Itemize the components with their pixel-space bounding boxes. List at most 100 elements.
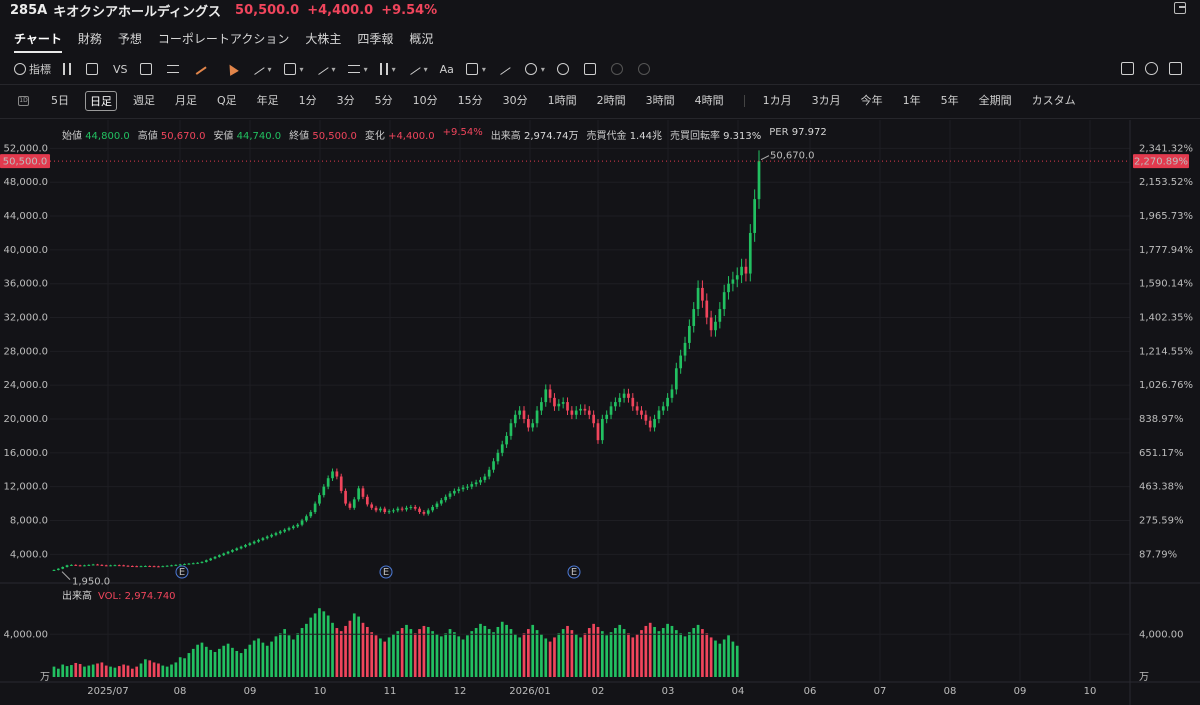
volume-bar xyxy=(722,639,726,677)
y-tick-label: 40,000.0 xyxy=(3,245,48,256)
period-monthly[interactable]: 月足 xyxy=(175,94,197,107)
volume-bar xyxy=(339,631,343,677)
tab-major-shareholders[interactable]: 大株主 xyxy=(305,32,342,46)
period-30min[interactable]: 30分 xyxy=(502,94,528,107)
volume-bar xyxy=(435,634,439,677)
trendline-button[interactable]: ▾ xyxy=(250,59,272,79)
exit-fullscreen-icon[interactable] xyxy=(1174,2,1186,14)
candle xyxy=(583,408,587,411)
comment-tool-button[interactable]: ▾ xyxy=(465,59,486,79)
magnet-button[interactable]: ▾ xyxy=(524,59,545,79)
period-5min[interactable]: 5分 xyxy=(374,94,393,107)
volume-bar xyxy=(209,649,213,677)
candle xyxy=(531,423,535,428)
period-1h[interactable]: 1時間 xyxy=(547,94,577,107)
period-10min[interactable]: 10分 xyxy=(412,94,438,107)
range-5y[interactable]: 5年 xyxy=(940,94,959,107)
volume-bar xyxy=(426,626,430,677)
period-1min[interactable]: 1分 xyxy=(298,94,317,107)
range-ytd[interactable]: 今年 xyxy=(860,94,883,107)
candle xyxy=(431,506,434,511)
volume-bar xyxy=(500,621,504,677)
tab-forecast[interactable]: 予想 xyxy=(117,32,142,46)
volume-legend: 出来高 VOL: 2,974.740 xyxy=(62,587,176,602)
magnet-icon xyxy=(524,63,537,75)
volume-bar xyxy=(218,648,221,677)
rect-tool-button[interactable]: ▾ xyxy=(283,59,304,79)
template-button[interactable] xyxy=(139,59,155,79)
legend-low-label: 安値 xyxy=(213,131,234,142)
period-2h[interactable]: 2時間 xyxy=(596,94,626,107)
arrow-tool-button[interactable]: ▾ xyxy=(406,59,428,79)
candle xyxy=(474,482,478,485)
undo-button[interactable] xyxy=(610,59,626,79)
period-daily[interactable]: 日足 xyxy=(85,91,117,111)
x-tick-label: 2026/01 xyxy=(509,686,551,697)
settings-button[interactable] xyxy=(1145,62,1158,75)
y-tick-label-pct: 2,341.32% xyxy=(1139,143,1193,154)
candle xyxy=(387,511,391,513)
candle xyxy=(183,564,186,566)
delete-button[interactable] xyxy=(583,59,599,79)
range-3m[interactable]: 3カ月 xyxy=(811,94,841,107)
candle xyxy=(318,495,321,504)
fullscreen-button[interactable] xyxy=(1169,62,1182,75)
tab-financials[interactable]: 財務 xyxy=(77,32,102,46)
snapshot-button[interactable] xyxy=(1121,62,1134,75)
period-3min[interactable]: 3分 xyxy=(336,94,355,107)
indicator-button[interactable]: 指標 xyxy=(14,59,51,79)
candle xyxy=(361,488,365,497)
redo-button[interactable] xyxy=(637,59,653,79)
volume-bar xyxy=(513,634,517,677)
candle xyxy=(91,564,95,566)
candle xyxy=(709,317,713,331)
fib-tool-button[interactable]: ▾ xyxy=(347,59,368,79)
legend-high-label: 高値 xyxy=(137,131,158,142)
current-pct-label: 2,270.89% xyxy=(1134,157,1188,168)
candle xyxy=(292,526,295,529)
volume-bar xyxy=(661,628,665,677)
y-tick-label: 52,000.0 xyxy=(3,143,48,154)
y-tick-label-pct: 87.79% xyxy=(1139,549,1177,560)
volume-bar xyxy=(74,662,78,677)
visibility-button[interactable] xyxy=(556,59,572,79)
layout-button[interactable] xyxy=(86,59,101,79)
text-tool-button[interactable]: Aa xyxy=(440,59,454,79)
calendar-icon[interactable]: 1D xyxy=(18,96,29,106)
range-1y[interactable]: 1年 xyxy=(902,94,921,107)
tab-corporate-action[interactable]: コーポレートアクション xyxy=(157,32,290,46)
tab-chart[interactable]: チャート xyxy=(14,32,62,46)
candle xyxy=(592,414,595,424)
range-all[interactable]: 全期間 xyxy=(978,94,1012,107)
range-1m[interactable]: 1カ月 xyxy=(762,94,792,107)
x-tick-label: 09 xyxy=(244,686,257,697)
range-custom[interactable]: カスタム xyxy=(1031,94,1076,107)
candle xyxy=(187,563,191,565)
period-4h[interactable]: 4時間 xyxy=(694,94,724,107)
pattern-tool-button[interactable]: ▾ xyxy=(314,59,336,79)
period-weekly[interactable]: 週足 xyxy=(133,94,155,107)
period-5d[interactable]: 5日 xyxy=(51,94,69,107)
period-quarterly[interactable]: Q足 xyxy=(217,94,237,107)
volume-bar xyxy=(352,613,356,677)
chart-type-button[interactable] xyxy=(63,59,74,79)
compare-button[interactable]: VS xyxy=(113,59,128,79)
volume-bar xyxy=(126,665,130,677)
toolbar-divider xyxy=(0,84,1200,85)
list-button[interactable] xyxy=(166,59,182,79)
measure-tool-button[interactable]: ▾ xyxy=(379,59,396,79)
tab-shikiho[interactable]: 四季報 xyxy=(357,32,394,46)
period-yearly[interactable]: 年足 xyxy=(256,94,279,107)
volume-bar xyxy=(174,662,178,677)
candle xyxy=(283,529,286,532)
volume-bar xyxy=(605,635,609,677)
volume-bar xyxy=(548,641,552,677)
tab-overview[interactable]: 概況 xyxy=(409,32,434,46)
period-3h[interactable]: 3時間 xyxy=(645,94,675,107)
period-15min[interactable]: 15分 xyxy=(457,94,483,107)
candle xyxy=(218,555,221,557)
x-tick-label: 2025/07 xyxy=(87,686,129,697)
volume-bar xyxy=(370,632,374,677)
candle xyxy=(688,325,691,343)
